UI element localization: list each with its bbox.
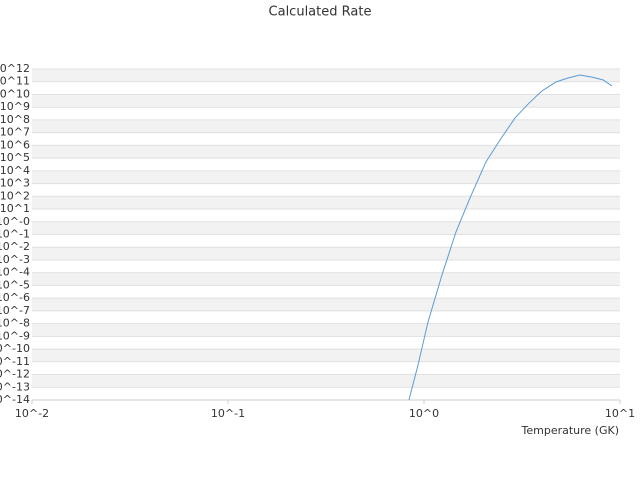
y-tick-label: 10^-7 (0, 304, 30, 317)
y-tick-label: 10^1 (0, 202, 30, 215)
y-tick-label: 10^-10 (0, 342, 30, 355)
y-tick-label: 10^8 (0, 113, 30, 126)
grid-band (32, 170, 620, 184)
grid-band (32, 119, 620, 133)
y-tick-label: 10^12 (0, 62, 30, 75)
y-tick-label: 10^-2 (0, 240, 30, 253)
y-tick-label: 10^-1 (0, 228, 30, 241)
grid-band (32, 349, 620, 362)
y-tick-label: 10^6 (0, 138, 30, 151)
y-tick-label: 10^10 (0, 87, 30, 100)
y-tick-label: 10^-6 (0, 291, 30, 304)
grid-band (32, 298, 620, 311)
y-tick-label: 10^11 (0, 75, 30, 88)
x-tick-label: 10^1 (605, 407, 635, 420)
y-tick-label: 10^-4 (0, 266, 30, 279)
y-tick-label: 10^-11 (0, 355, 30, 368)
y-tick-label: 10^-5 (0, 278, 30, 291)
y-tick-label: 10^-3 (0, 253, 30, 266)
chart-title: Calculated Rate (269, 5, 372, 20)
grid-band (32, 221, 620, 235)
grid-band (32, 247, 620, 260)
y-tick-label: 10^2 (0, 189, 30, 202)
x-axis-label: Temperature (GK) (521, 424, 620, 437)
grid-band (32, 323, 620, 337)
y-tick-label: 10^7 (0, 126, 30, 139)
grid-band (32, 196, 620, 210)
x-tick-label: 10^-2 (15, 407, 49, 420)
grid-band (32, 272, 620, 286)
data-line (408, 74, 613, 401)
y-tick-label: 10^-0 (0, 215, 30, 228)
x-tick-label: 10^0 (409, 407, 439, 420)
y-tick-label: 10^3 (0, 177, 30, 190)
grid-band (32, 69, 620, 82)
y-tick-label: 10^9 (0, 100, 30, 113)
y-tick-label: 10^-14 (0, 393, 30, 406)
grid-band (32, 94, 620, 108)
y-tick-label: 10^-9 (0, 329, 30, 342)
y-tick-label: 10^-8 (0, 317, 30, 330)
y-tick-label: 10^-12 (0, 368, 30, 381)
x-tick-label: 10^-1 (211, 407, 245, 420)
grid-band (32, 145, 620, 159)
y-tick-label: 10^5 (0, 151, 30, 164)
y-tick-label: 10^4 (0, 164, 30, 177)
y-tick-label: 10^-13 (0, 380, 30, 393)
grid-band (32, 374, 620, 388)
